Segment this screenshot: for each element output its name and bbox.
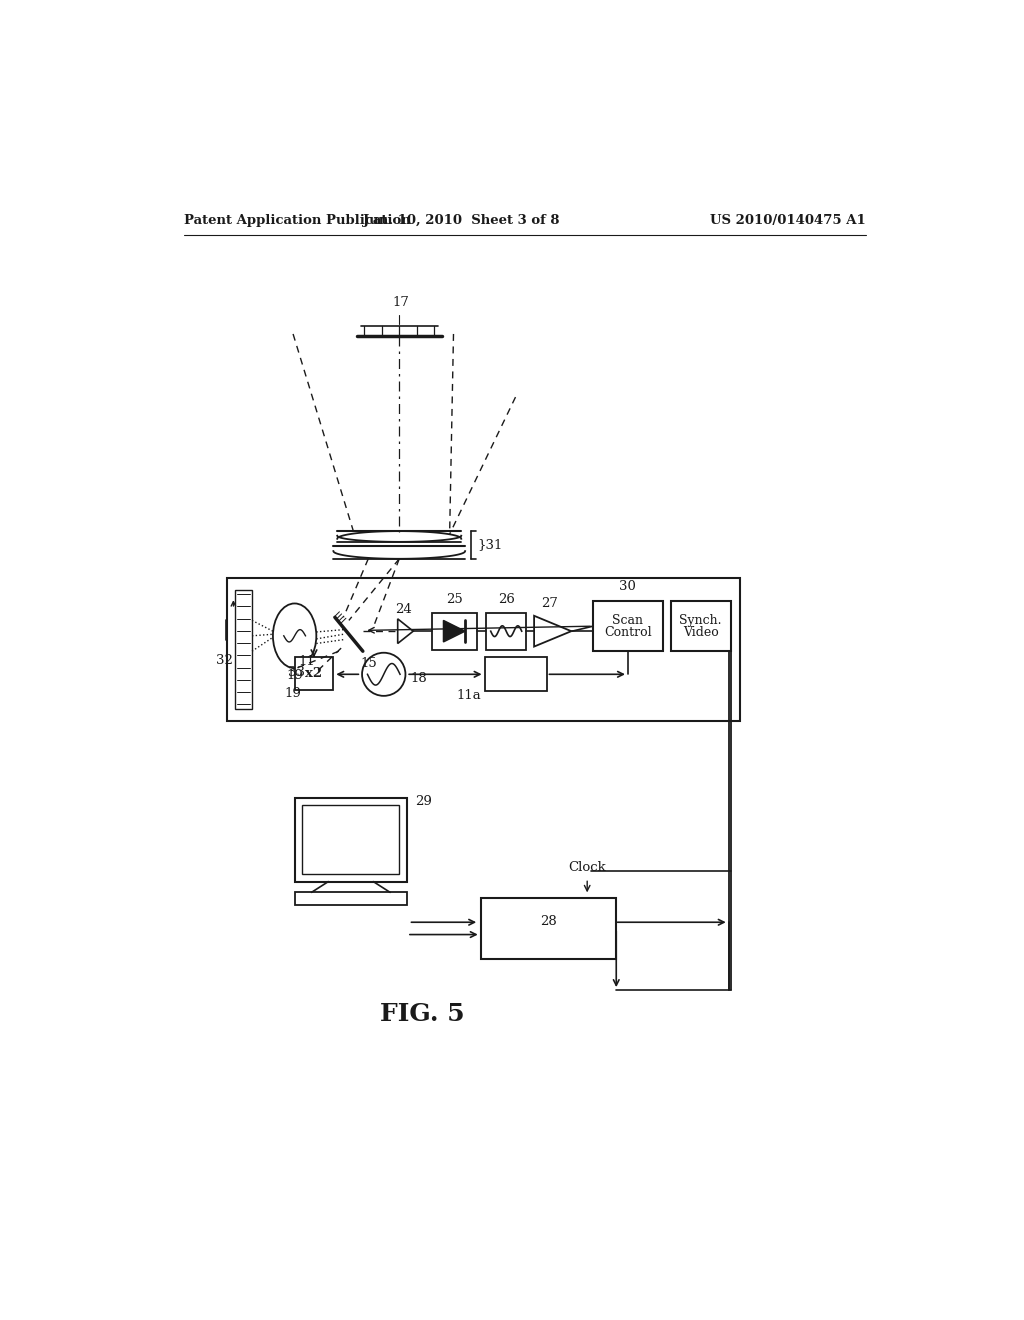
Bar bbox=[295, 892, 407, 906]
Bar bbox=[295, 657, 334, 689]
Text: US 2010/0140475 A1: US 2010/0140475 A1 bbox=[710, 214, 866, 227]
Text: Jun. 10, 2010  Sheet 3 of 8: Jun. 10, 2010 Sheet 3 of 8 bbox=[362, 214, 559, 227]
Bar bbox=[593, 601, 663, 651]
Text: Scan: Scan bbox=[612, 614, 643, 627]
Text: 32: 32 bbox=[216, 655, 232, 668]
Text: 30: 30 bbox=[620, 581, 636, 594]
Text: FIG. 5: FIG. 5 bbox=[380, 1002, 465, 1026]
Bar bbox=[227, 578, 740, 721]
Text: Clock: Clock bbox=[568, 861, 606, 874]
Text: 28: 28 bbox=[540, 915, 557, 928]
Text: 19: 19 bbox=[287, 669, 304, 682]
Text: 15: 15 bbox=[360, 656, 377, 669]
Text: }31: }31 bbox=[477, 539, 503, 552]
Text: 11a: 11a bbox=[457, 689, 481, 702]
Text: 27: 27 bbox=[541, 597, 558, 610]
Text: Control: Control bbox=[604, 626, 651, 639]
Text: 33: 33 bbox=[288, 665, 305, 678]
Bar bbox=[432, 612, 477, 649]
Text: 25: 25 bbox=[445, 594, 463, 606]
Ellipse shape bbox=[273, 603, 316, 668]
Text: 19: 19 bbox=[285, 688, 301, 701]
Text: 11: 11 bbox=[299, 655, 315, 668]
Text: 18: 18 bbox=[410, 672, 427, 685]
Text: Patent Application Publication: Patent Application Publication bbox=[183, 214, 411, 227]
Bar bbox=[486, 612, 526, 649]
Bar bbox=[480, 898, 616, 960]
Text: 17: 17 bbox=[392, 296, 410, 309]
Text: 26: 26 bbox=[498, 594, 515, 606]
Polygon shape bbox=[397, 619, 414, 644]
Text: x2: x2 bbox=[305, 667, 323, 680]
Text: Synch.: Synch. bbox=[680, 614, 722, 627]
Text: Video: Video bbox=[683, 626, 719, 639]
Bar bbox=[671, 601, 731, 651]
Bar bbox=[302, 805, 399, 874]
Bar bbox=[295, 797, 407, 882]
Bar bbox=[484, 657, 547, 692]
Text: 24: 24 bbox=[394, 603, 412, 615]
Circle shape bbox=[362, 653, 406, 696]
Polygon shape bbox=[535, 615, 571, 647]
Bar bbox=[234, 590, 252, 709]
Text: 29: 29 bbox=[415, 795, 432, 808]
Polygon shape bbox=[443, 620, 465, 642]
